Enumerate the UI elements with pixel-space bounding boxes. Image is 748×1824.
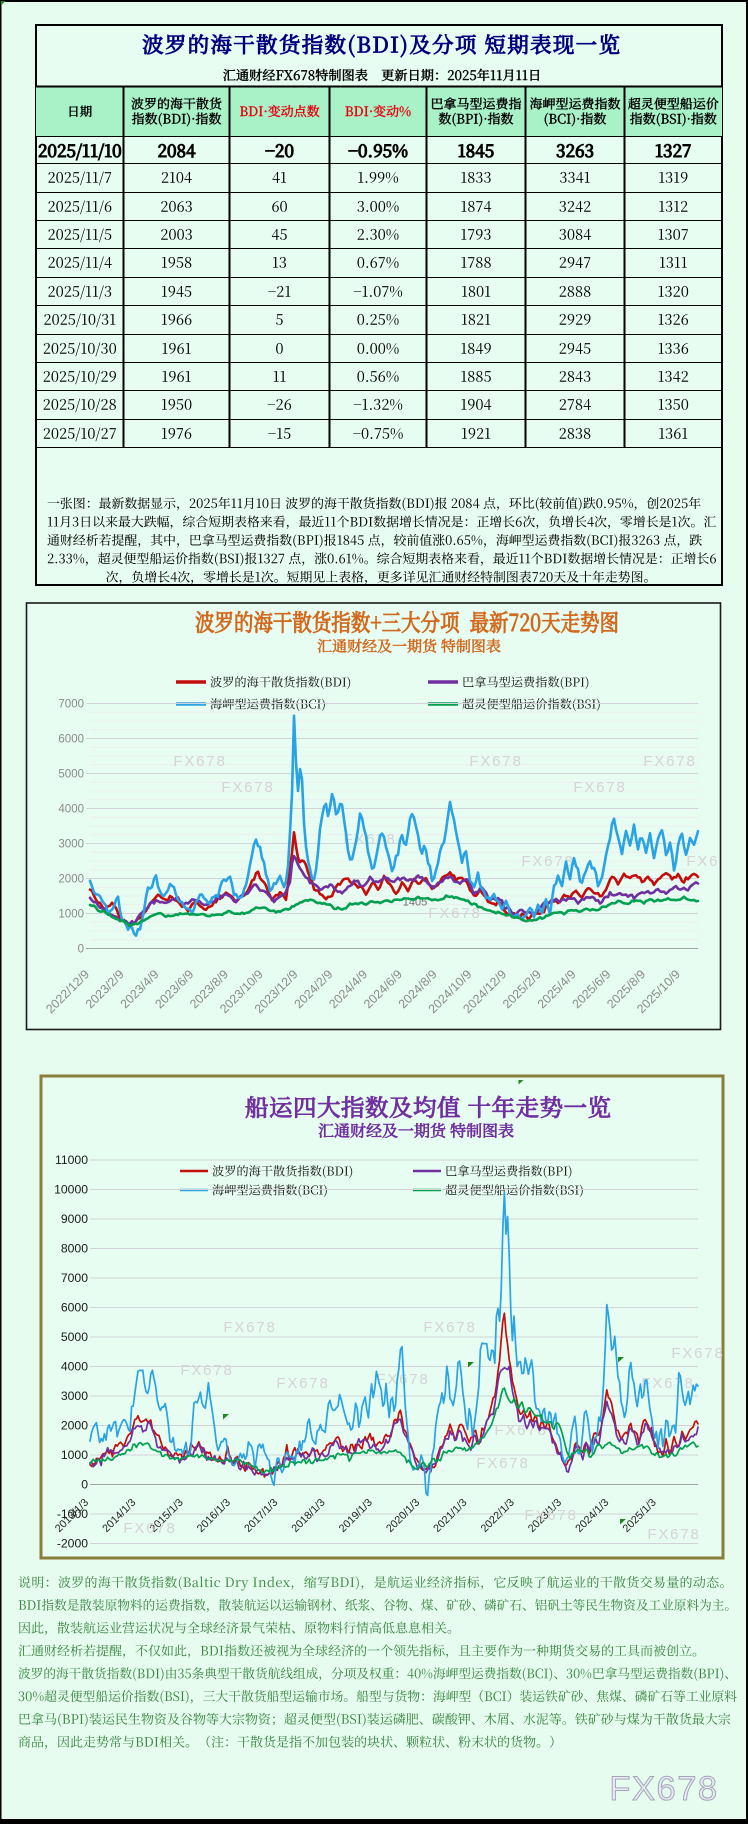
svg-text:FX678: FX678	[276, 1375, 329, 1392]
svg-text:3000: 3000	[61, 1389, 88, 1403]
svg-text:7000: 7000	[61, 1271, 88, 1285]
svg-text:FX678: FX678	[573, 779, 626, 796]
svg-text:9000: 9000	[61, 1212, 88, 1226]
svg-text:FX678: FX678	[123, 1520, 176, 1537]
svg-text:2000: 2000	[58, 874, 84, 886]
svg-text:FX678: FX678	[180, 1362, 233, 1379]
svg-text:FX678: FX678	[524, 1507, 577, 1524]
svg-text:1000: 1000	[61, 1448, 88, 1462]
svg-text:FX678: FX678	[686, 853, 739, 870]
svg-text:4000: 4000	[61, 1360, 88, 1374]
svg-text:8000: 8000	[61, 1242, 88, 1256]
svg-text:FX678: FX678	[376, 1371, 429, 1388]
svg-text:FX678: FX678	[221, 779, 274, 796]
svg-text:6000: 6000	[61, 1301, 88, 1315]
svg-text:FX678: FX678	[423, 1319, 476, 1336]
svg-text:2000: 2000	[61, 1419, 88, 1433]
svg-text:FX678: FX678	[428, 905, 481, 922]
svg-text:-2000: -2000	[57, 1537, 88, 1551]
svg-text:FX678: FX678	[223, 1319, 276, 1336]
svg-text:0: 0	[78, 944, 84, 956]
svg-text:FX678: FX678	[609, 1770, 718, 1808]
svg-text:5000: 5000	[58, 769, 84, 781]
svg-text:0: 0	[81, 1478, 88, 1492]
svg-text:10000: 10000	[54, 1183, 88, 1197]
svg-text:FX678: FX678	[173, 753, 226, 770]
svg-text:1000: 1000	[58, 909, 84, 921]
svg-text:FX678: FX678	[671, 1345, 724, 1362]
svg-text:-1000: -1000	[57, 1507, 88, 1521]
svg-text:FX678: FX678	[343, 831, 396, 848]
svg-text:FX678: FX678	[469, 753, 522, 770]
svg-text:5000: 5000	[61, 1330, 88, 1344]
svg-text:FX678: FX678	[641, 1375, 694, 1392]
svg-text:11000: 11000	[55, 1153, 88, 1167]
svg-text:FX678: FX678	[476, 1455, 529, 1472]
svg-text:6000: 6000	[58, 734, 84, 746]
svg-text:7000: 7000	[58, 699, 84, 711]
svg-text:3000: 3000	[58, 839, 84, 851]
svg-text:FX678: FX678	[521, 853, 574, 870]
svg-text:FX678: FX678	[647, 1526, 700, 1543]
svg-text:4000: 4000	[58, 804, 84, 816]
svg-text:FX678: FX678	[643, 753, 696, 770]
